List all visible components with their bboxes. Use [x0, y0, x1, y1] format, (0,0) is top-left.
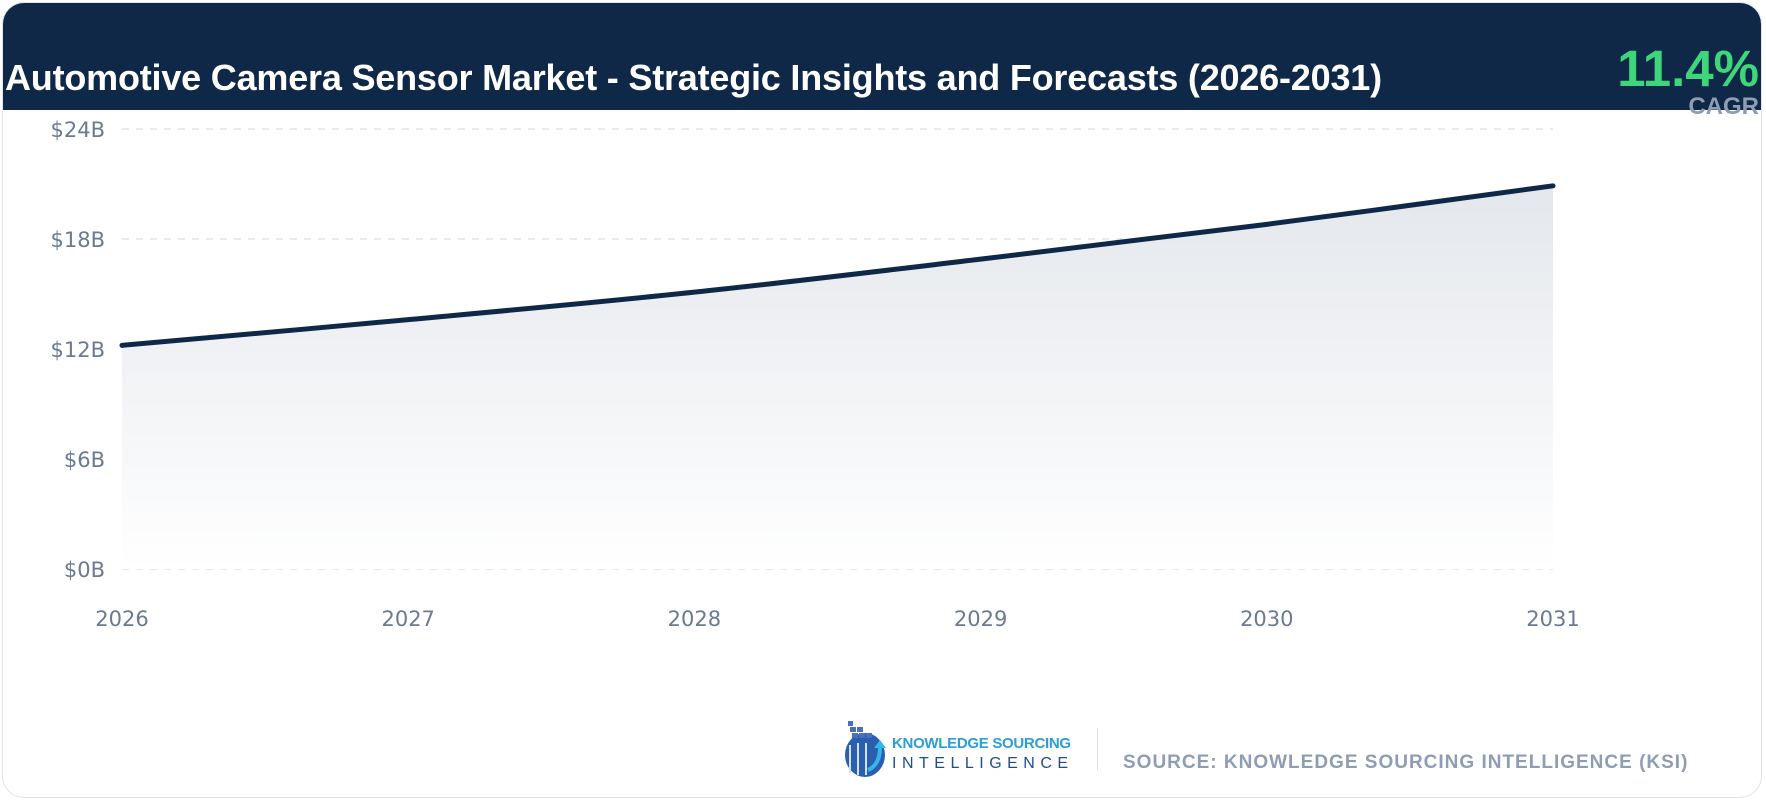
source-note: SOURCE: KNOWLEDGE SOURCING INTELLIGENCE … [1123, 752, 1689, 773]
x-tick-label: 2026 [95, 607, 148, 631]
y-tick-label: $0B [64, 558, 105, 582]
ksi-logo-icon [845, 721, 886, 777]
series-line [119, 183, 1556, 348]
cagr-label: CAGR [1688, 93, 1759, 120]
footer-divider [1097, 728, 1098, 770]
area-fill [122, 185, 1553, 570]
x-tick-label: 2030 [1240, 607, 1293, 631]
x-tick-label: 2031 [1526, 607, 1579, 631]
header-bar: Automotive Camera Sensor Market - Strate… [3, 3, 1761, 120]
logo-text-line1: KNOWLEDGE SOURCING [892, 735, 1071, 752]
y-tick-label: $12B [51, 338, 106, 362]
x-tick-label: 2029 [954, 607, 1007, 631]
line-chart: $0B $6B $12B $18B $24B 2026 2027 2028 2029 2030 20… [51, 118, 1580, 631]
y-tick-label: $24B [51, 118, 106, 142]
y-tick-label: $6B [64, 448, 105, 472]
chart-title: Automotive Camera Sensor Market - Strate… [5, 57, 1382, 98]
logo-text-line2: INTELLIGENCE [892, 755, 1074, 772]
y-tick-label: $18B [51, 228, 106, 252]
ksi-logo: KNOWLEDGE SOURCING INTELLIGENCE [840, 715, 1075, 780]
x-tick-label: 2028 [668, 607, 721, 631]
cagr-value: 11.4% [1617, 40, 1759, 97]
x-tick-label: 2027 [381, 607, 434, 631]
